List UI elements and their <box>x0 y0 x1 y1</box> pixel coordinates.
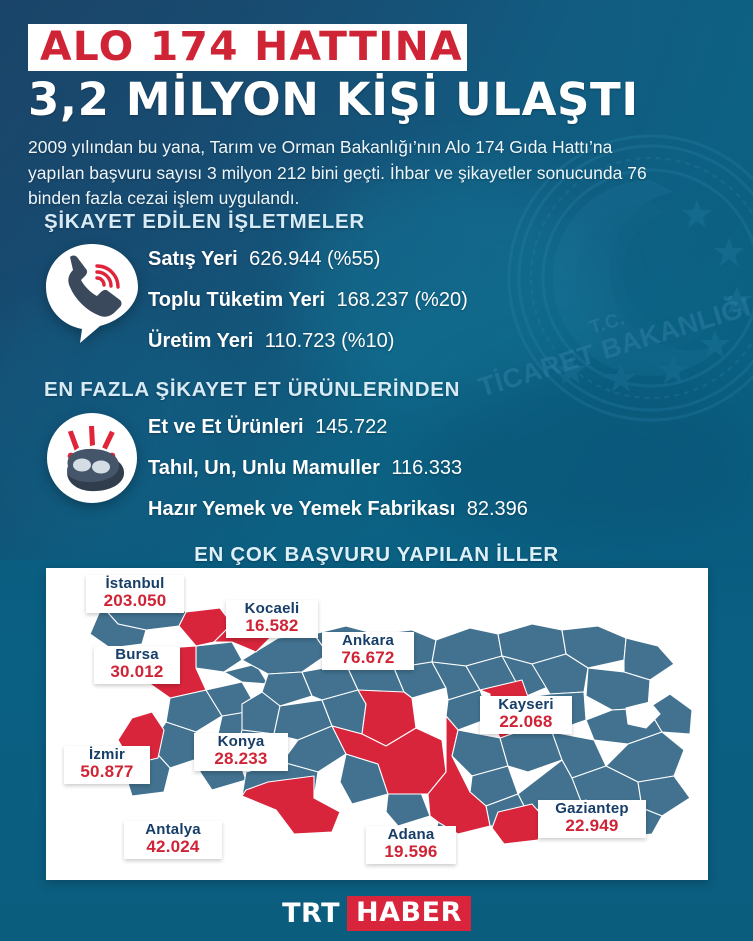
city-value: 76.672 <box>341 647 395 667</box>
section-most-complained-products: EN FAZLA ŞİKAYET ET ÜRÜNLERİNDEN <box>44 378 744 540</box>
city-name: İstanbul <box>105 575 165 592</box>
stat-row: Et ve Et Ürünleri 145.722 <box>148 417 744 437</box>
city-name: Bursa <box>115 646 159 663</box>
stat-label: Üretim Yeri <box>148 330 254 352</box>
city-value: 16.582 <box>245 615 299 635</box>
map-title: EN ÇOK BAŞVURU YAPILAN İLLER <box>194 543 559 566</box>
brand-trt: TRT <box>282 898 341 929</box>
stat-row: Üretim Yeri 110.723 (%10) <box>148 331 744 351</box>
section-title: ŞİKAYET EDİLEN İŞLETMELER <box>44 210 365 233</box>
stat-value: 110.723 (%10) <box>264 330 395 352</box>
city-name: Adana <box>387 826 435 843</box>
province-antalya <box>241 775 341 835</box>
map-label-konya: Konya 28.233 <box>194 733 288 771</box>
province-gaziantep <box>491 803 547 845</box>
lake-van <box>625 701 661 729</box>
stat-row: Satış Yeri 626.944 (%55) <box>148 249 744 269</box>
city-name: Antalya <box>145 821 201 838</box>
headline-line-1: ALO 174 HATTINA <box>40 24 463 70</box>
stat-value: 116.333 <box>391 457 463 479</box>
headline-line-2: 3,2 MİLYON KİŞİ ULAŞTI <box>28 73 639 126</box>
map-label-kocaeli: Kocaeli 16.582 <box>226 600 318 638</box>
stat-value: 82.396 <box>466 498 528 520</box>
city-name: Gaziantep <box>555 800 629 817</box>
city-value: 50.877 <box>80 761 134 781</box>
stat-row: Hazır Yemek ve Yemek Fabrikası 82.396 <box>148 499 744 519</box>
section-title: EN FAZLA ŞİKAYET ET ÜRÜNLERİNDEN <box>44 378 461 401</box>
map-label-istanbul: İstanbul 203.050 <box>86 575 184 613</box>
province-adana <box>427 715 491 835</box>
background-blob <box>300 170 600 420</box>
stat-label: Toplu Tüketim Yeri <box>148 289 326 311</box>
map-label-izmir: İzmir 50.877 <box>64 746 150 784</box>
map-label-gaziantep: Gaziantep 22.949 <box>538 800 646 838</box>
city-value: 19.596 <box>384 841 438 861</box>
city-value: 30.012 <box>110 661 164 681</box>
city-name: İzmir <box>88 746 125 763</box>
stat-value: 626.944 (%55) <box>249 248 381 270</box>
map-label-bursa: Bursa 30.012 <box>94 646 180 684</box>
stat-value: 145.722 <box>315 416 388 438</box>
stat-row: Tahıl, Un, Unlu Mamuller 116.333 <box>148 458 744 478</box>
lede-paragraph: 2009 yılından bu yana, Tarım ve Orman Ba… <box>28 137 647 209</box>
stat-rows: Satış Yeri 626.944 (%55) Toplu Tüketim Y… <box>148 244 744 372</box>
header: ALO 174 HATTINA 3,2 MİLYON KİŞİ ULAŞTI 2… <box>28 24 728 212</box>
stat-label: Hazır Yemek ve Yemek Fabrikası <box>148 498 456 520</box>
map-label-adana: Adana 19.596 <box>366 826 456 864</box>
city-name: Konya <box>217 733 265 750</box>
turkey-map-panel: İstanbul 203.050 Kocaeli 16.582 Ankara 7… <box>46 568 708 880</box>
map-label-ankara: Ankara 76.672 <box>322 632 414 670</box>
city-value: 22.949 <box>565 815 619 835</box>
city-name: Kocaeli <box>244 600 300 617</box>
city-name: Kayseri <box>498 696 554 713</box>
city-value: 28.233 <box>214 748 268 768</box>
map-label-antalya: Antalya 42.024 <box>124 821 222 859</box>
stat-row: Toplu Tüketim Yeri 168.237 (%20) <box>148 290 744 310</box>
headline-banner: ALO 174 HATTINA <box>28 24 467 71</box>
map-label-kayseri: Kayseri 22.068 <box>480 696 572 734</box>
ministry-emblem-watermark-icon <box>501 128 753 428</box>
phone-speech-bubble-icon <box>44 242 148 346</box>
city-value: 42.024 <box>146 836 200 856</box>
stat-label: Tahıl, Un, Unlu Mamuller <box>148 457 380 479</box>
stat-value: 168.237 (%20) <box>336 289 468 311</box>
stat-rows: Et ve Et Ürünleri 145.722 Tahıl, Un, Unl… <box>148 412 744 540</box>
city-name: Ankara <box>341 632 395 649</box>
stat-label: Et ve Et Ürünleri <box>148 416 304 438</box>
stat-label: Satış Yeri <box>148 248 238 270</box>
footer-brand: TRT HABER <box>0 896 753 931</box>
brand-haber: HABER <box>347 896 471 931</box>
city-value: 22.068 <box>499 711 553 731</box>
city-value: 203.050 <box>103 590 167 610</box>
meat-alert-icon <box>44 410 148 506</box>
section-complained-businesses: ŞİKAYET EDİLEN İŞLETMELER Satış Yeri 626… <box>44 210 744 372</box>
